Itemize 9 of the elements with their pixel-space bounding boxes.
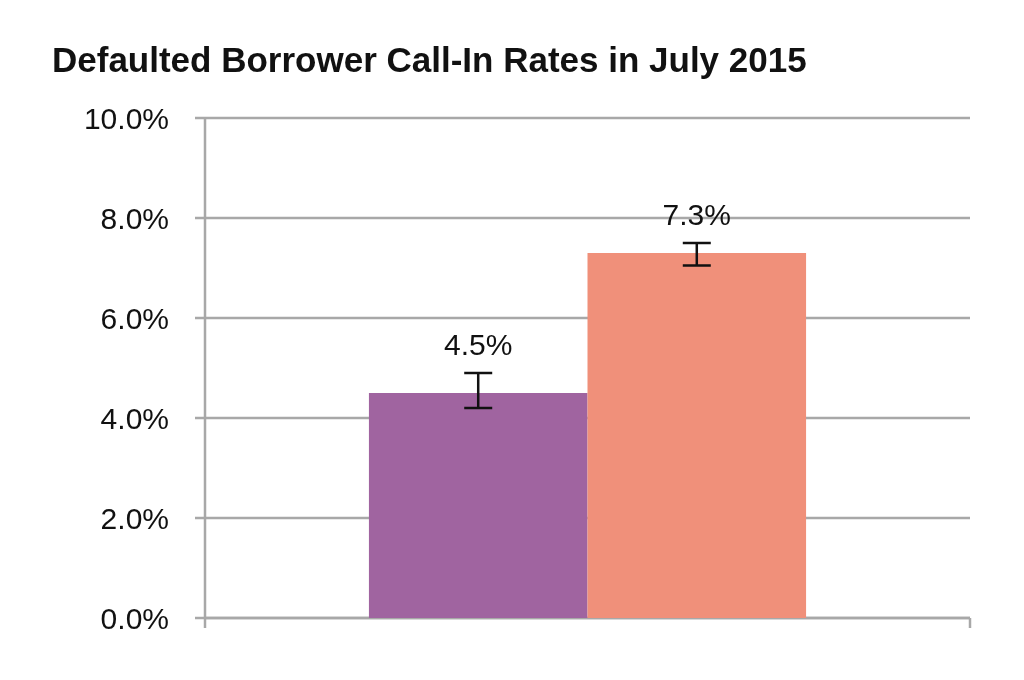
y-tick-label: 0.0% — [100, 601, 169, 635]
y-tick-label: 2.0% — [100, 501, 169, 535]
data-label: 7.3% — [662, 198, 731, 231]
y-tick-label: 8.0% — [100, 201, 169, 235]
y-tick-label: 6.0% — [100, 301, 169, 335]
data-label: 4.5% — [444, 328, 513, 361]
y-tick-label: 10.0% — [83, 101, 169, 135]
y-tick-label: 4.0% — [100, 401, 169, 435]
chart-title: Defaulted Borrower Call-In Rates in July 2015 — [52, 40, 807, 79]
